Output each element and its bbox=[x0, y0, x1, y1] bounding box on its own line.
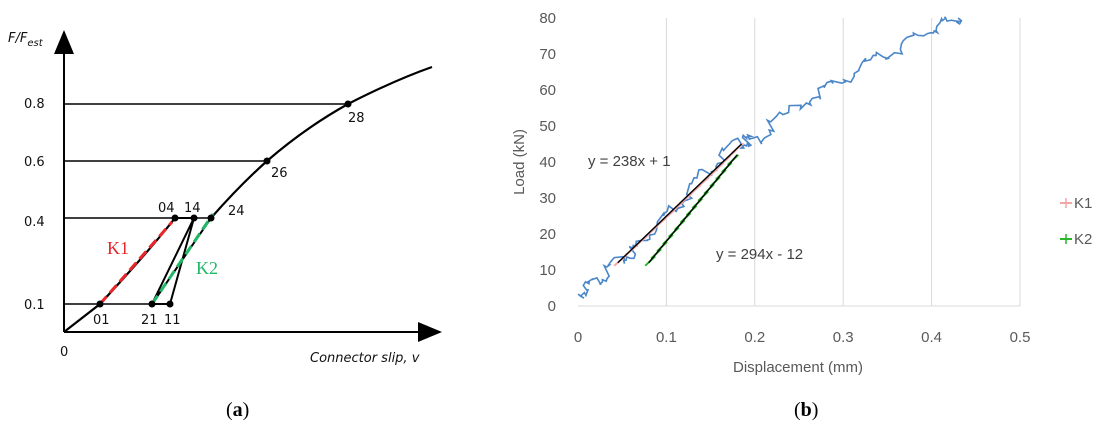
panel-a-point-01 bbox=[96, 300, 104, 308]
panel-a-point-11 bbox=[166, 300, 174, 308]
panel-a-point-14 bbox=[190, 214, 198, 222]
panel-b-x-tick-label: 0.4 bbox=[921, 329, 942, 346]
panel-b-y-axis-title: Load (kN) bbox=[511, 129, 528, 195]
panel-b-y-tick-label: 10 bbox=[539, 262, 556, 279]
panel-b-eq-k1: y = 238x + 1 bbox=[588, 153, 671, 170]
panel-a-caption-letter: a bbox=[233, 399, 243, 421]
panel-b-y-tick-label: 70 bbox=[539, 46, 556, 63]
panel-a-point-04 bbox=[171, 214, 179, 222]
panel-b-y-tick-label: 20 bbox=[539, 226, 556, 243]
panel-a-y-tick: 0.1 bbox=[24, 298, 45, 313]
panel-b-series-line-k1 bbox=[613, 143, 745, 267]
panel-b-fit-line-k1 bbox=[617, 143, 743, 264]
panel-b-y-tick-label: 30 bbox=[539, 190, 556, 207]
panel-a-y-tick: 0.4 bbox=[24, 215, 45, 230]
panel-b-eq-k2: y = 294x - 12 bbox=[716, 246, 803, 263]
panel-b-legend: K1 K2 bbox=[1060, 195, 1092, 248]
panel-b-gridlines bbox=[665, 18, 1021, 306]
panel-b-x-tick-label: 0.5 bbox=[1010, 329, 1031, 346]
panel-a-k2-label: K2 bbox=[196, 258, 218, 278]
panel-b-y-ticks: 0 10 20 30 40 50 60 70 80 bbox=[539, 10, 556, 315]
panel-b-x-tick-label: 0.2 bbox=[744, 329, 765, 346]
panel-b-caption: (b) bbox=[794, 399, 818, 421]
panel-b-y-tick-label: 80 bbox=[539, 10, 556, 27]
panel-a-k2-line bbox=[150, 213, 215, 305]
panel-b-x-tick-label: 0 bbox=[574, 329, 582, 346]
panel-b: 0 0.1 0.2 0.3 0.4 0.5 0 10 20 30 40 50 60 70 80 Displ… bbox=[511, 10, 1092, 421]
panel-b-y-tick-label: 50 bbox=[539, 118, 556, 135]
panel-a-point-label: 24 bbox=[228, 204, 245, 219]
panel-a-point-26 bbox=[263, 157, 271, 165]
panel-b-series-line-k2 bbox=[644, 154, 740, 267]
panel-a-loop-04-14 bbox=[150, 217, 196, 305]
panel-b-fit-line-k2 bbox=[648, 154, 738, 264]
legend-k2-label: K2 bbox=[1074, 231, 1092, 248]
panel-a-point-21 bbox=[148, 300, 156, 308]
panel-a-point-24 bbox=[207, 214, 215, 222]
legend-k1-label: K1 bbox=[1074, 195, 1092, 212]
panel-a-caption: (a) bbox=[226, 399, 249, 421]
panel-b-caption-letter: b bbox=[801, 399, 812, 421]
panel-a-point-label: 04 bbox=[158, 201, 175, 216]
panel-a-y-tick: 0.6 bbox=[24, 155, 45, 170]
panel-a-y-tick: 0.8 bbox=[24, 97, 45, 112]
panel-b-x-ticks: 0 0.1 0.2 0.3 0.4 0.5 bbox=[574, 329, 1031, 346]
panel-b-y-tick-label: 60 bbox=[539, 82, 556, 99]
panel-b-y-tick-label: 0 bbox=[548, 298, 556, 315]
panel-a-point-label: 21 bbox=[141, 313, 158, 328]
panel-a-origin-label: 0 bbox=[60, 345, 68, 360]
panel-a-point-label: 11 bbox=[164, 313, 181, 328]
panel-a-point-label: 28 bbox=[348, 111, 365, 126]
panel-b-series bbox=[577, 16, 963, 299]
panel-a-k1-label: K1 bbox=[107, 238, 129, 258]
panel-a-x-axis-title: Connector slip, v bbox=[310, 351, 420, 366]
panel-a-point-label: 01 bbox=[93, 313, 110, 328]
panel-a-y-axis-title-sub: est bbox=[27, 38, 43, 49]
panel-a-k1-line bbox=[98, 221, 174, 305]
panel-b-x-tick-label: 0.1 bbox=[656, 329, 677, 346]
panel-a-point-label: 14 bbox=[184, 201, 201, 216]
panel-b-series-line-test bbox=[577, 16, 963, 299]
panel-b-x-tick-label: 0.3 bbox=[833, 329, 854, 346]
panel-a-y-axis-title: F/Fest bbox=[8, 31, 44, 49]
panel-a: F/Fest 0.8 0.6 0.4 0.1 01 04 14 24 21 bbox=[8, 30, 442, 421]
panel-b-y-tick-label: 40 bbox=[539, 154, 556, 171]
panel-a-point-28 bbox=[344, 100, 352, 108]
panel-a-point-label: 26 bbox=[271, 166, 288, 181]
panel-b-x-axis-title: Displacement (mm) bbox=[733, 359, 863, 376]
panel-a-envelope-curve bbox=[63, 65, 433, 333]
